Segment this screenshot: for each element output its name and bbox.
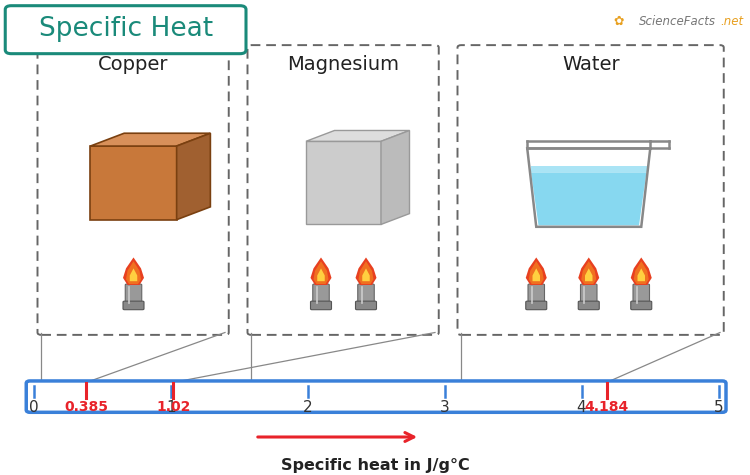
Polygon shape xyxy=(362,268,370,281)
Polygon shape xyxy=(532,268,540,281)
Text: 2: 2 xyxy=(303,400,313,416)
Text: 4.184: 4.184 xyxy=(584,400,628,414)
Text: Specific Heat: Specific Heat xyxy=(39,17,213,42)
Polygon shape xyxy=(306,131,410,142)
Text: 3: 3 xyxy=(440,400,449,416)
Polygon shape xyxy=(358,261,374,284)
Text: 1: 1 xyxy=(166,400,176,416)
FancyBboxPatch shape xyxy=(580,284,597,305)
FancyBboxPatch shape xyxy=(38,45,229,335)
Text: Specific heat in J/g°C: Specific heat in J/g°C xyxy=(280,458,470,474)
FancyBboxPatch shape xyxy=(633,284,650,305)
Text: Magnesium: Magnesium xyxy=(287,55,400,74)
Text: 0: 0 xyxy=(29,400,38,416)
Polygon shape xyxy=(531,166,646,172)
Polygon shape xyxy=(381,131,410,225)
FancyBboxPatch shape xyxy=(578,301,599,310)
Polygon shape xyxy=(90,146,177,219)
Polygon shape xyxy=(356,257,376,285)
FancyBboxPatch shape xyxy=(125,284,142,305)
Polygon shape xyxy=(529,261,544,284)
Polygon shape xyxy=(634,261,649,284)
FancyBboxPatch shape xyxy=(356,301,376,310)
FancyBboxPatch shape xyxy=(358,284,374,305)
FancyBboxPatch shape xyxy=(123,301,144,310)
Polygon shape xyxy=(314,261,328,284)
Polygon shape xyxy=(578,257,599,285)
Text: Water: Water xyxy=(562,55,620,74)
Text: 1.02: 1.02 xyxy=(156,400,190,414)
Polygon shape xyxy=(130,268,137,281)
FancyBboxPatch shape xyxy=(528,284,544,305)
Text: Copper: Copper xyxy=(98,55,169,74)
FancyBboxPatch shape xyxy=(526,301,547,310)
Polygon shape xyxy=(317,268,325,281)
FancyBboxPatch shape xyxy=(26,381,726,412)
FancyBboxPatch shape xyxy=(631,301,652,310)
Polygon shape xyxy=(638,268,645,281)
Polygon shape xyxy=(126,261,141,284)
Polygon shape xyxy=(310,257,332,285)
Text: 5: 5 xyxy=(714,400,723,416)
FancyBboxPatch shape xyxy=(313,284,329,305)
Polygon shape xyxy=(123,257,144,285)
Text: 4: 4 xyxy=(577,400,586,416)
Text: ✿: ✿ xyxy=(614,15,624,28)
FancyBboxPatch shape xyxy=(248,45,439,335)
FancyBboxPatch shape xyxy=(458,45,724,335)
FancyBboxPatch shape xyxy=(310,301,332,310)
Polygon shape xyxy=(177,133,210,219)
FancyBboxPatch shape xyxy=(5,6,246,54)
Polygon shape xyxy=(90,133,210,146)
Polygon shape xyxy=(526,257,547,285)
Polygon shape xyxy=(631,257,652,285)
Polygon shape xyxy=(581,261,596,284)
Text: .net: .net xyxy=(720,15,743,28)
Polygon shape xyxy=(531,172,646,226)
Polygon shape xyxy=(585,268,592,281)
Text: ScienceFacts: ScienceFacts xyxy=(639,15,716,28)
Text: 0.385: 0.385 xyxy=(64,400,109,414)
Polygon shape xyxy=(306,142,381,225)
